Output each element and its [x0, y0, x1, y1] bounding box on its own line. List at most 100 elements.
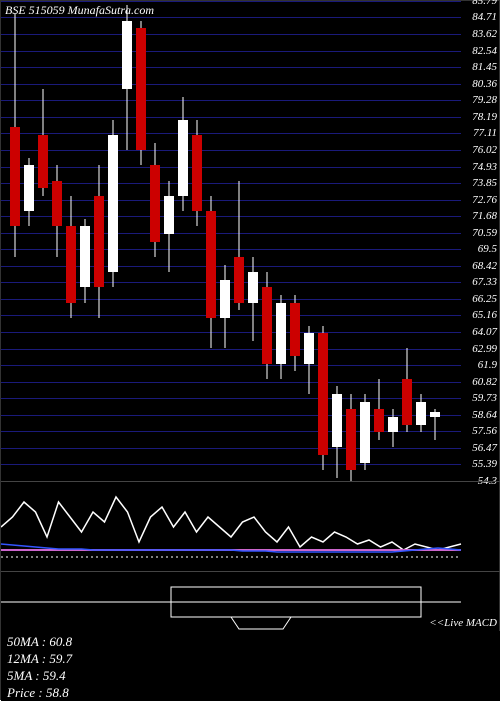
y-axis-label: 81.45 [472, 61, 497, 73]
y-axis-label: 66.25 [472, 293, 497, 305]
y-axis-label: 55.39 [472, 458, 497, 470]
y-axis-label: 61.9 [478, 359, 497, 371]
candle-body [290, 303, 300, 356]
candle-body [122, 21, 132, 90]
candle-body [304, 333, 314, 363]
candle-body [360, 402, 370, 463]
y-axis-label: 85.79 [472, 0, 497, 7]
price-panel [1, 1, 461, 481]
y-axis-label: 73.85 [472, 177, 497, 189]
y-axis-label: 65.16 [472, 309, 497, 321]
candle-body [164, 196, 174, 234]
macd-panel: <<Live MACD [1, 571, 500, 631]
y-axis-label: 79.28 [472, 94, 497, 106]
candle-body [234, 257, 244, 303]
candle [331, 1, 343, 481]
candle-body [66, 226, 76, 302]
candle-body [38, 135, 48, 188]
y-axis-label: 74.93 [472, 161, 497, 173]
candle-body [346, 409, 356, 470]
y-axis-label: 58.64 [472, 409, 497, 421]
candle [51, 1, 63, 481]
candle-body [52, 181, 62, 227]
candle-body [10, 127, 20, 226]
candle-body [206, 211, 216, 318]
candle [79, 1, 91, 481]
candle [205, 1, 217, 481]
candle [219, 1, 231, 481]
info-line: 50MA : 60.8 [7, 633, 495, 650]
candle [9, 1, 21, 481]
candle [345, 1, 357, 481]
y-axis-label: 77.11 [473, 127, 497, 139]
candle-body [150, 165, 160, 241]
candle [247, 1, 259, 481]
candle-body [402, 379, 412, 425]
y-axis-label: 59.73 [472, 392, 497, 404]
indicator-panel [1, 481, 500, 571]
macd-label: <<Live MACD [429, 617, 497, 629]
candle [121, 1, 133, 481]
candle [387, 1, 399, 481]
info-panel: 50MA : 60.812MA : 59.75MA : 59.4Price : … [1, 631, 500, 701]
candle-body [374, 409, 384, 432]
candle [93, 1, 105, 481]
candle-body [332, 394, 342, 447]
candle [191, 1, 203, 481]
y-axis-label: 83.62 [472, 28, 497, 40]
candle [23, 1, 35, 481]
y-axis-label: 67.33 [472, 276, 497, 288]
candle [275, 1, 287, 481]
y-axis-label: 68.42 [472, 260, 497, 272]
candle-body [80, 226, 90, 287]
y-axis-label: 71.68 [472, 210, 497, 222]
candle [303, 1, 315, 481]
y-axis-label: 84.71 [472, 11, 497, 23]
chart-header: BSE 515059 MunafaSutra.com [5, 3, 154, 18]
macd-dip [231, 617, 291, 629]
candle [289, 1, 301, 481]
candle-body [108, 135, 118, 272]
candle-body [248, 272, 258, 302]
candle-body [192, 135, 202, 211]
y-axis-label: 80.36 [472, 78, 497, 90]
info-line: 12MA : 59.7 [7, 650, 495, 667]
candle [359, 1, 371, 481]
candle-body [178, 120, 188, 196]
y-axis-label: 78.19 [472, 111, 497, 123]
candle-body [430, 412, 440, 417]
candle-body [220, 280, 230, 318]
y-axis-label: 57.56 [472, 425, 497, 437]
candle [37, 1, 49, 481]
candle [429, 1, 441, 481]
stock-chart: BSE 515059 MunafaSutra.com 85.79 84.71 83.… [0, 0, 500, 700]
candle [373, 1, 385, 481]
y-axis-label: 64.07 [472, 326, 497, 338]
candle-body [388, 417, 398, 432]
candle [107, 1, 119, 481]
indicator-line [1, 497, 461, 550]
candle [261, 1, 273, 481]
candle-body [416, 402, 426, 425]
candle [317, 1, 329, 481]
candle [401, 1, 413, 481]
info-line: 5MA : 59.4 [7, 667, 495, 684]
y-axis-label: 82.54 [472, 45, 497, 57]
y-axis-label: 56.47 [472, 442, 497, 454]
candle [415, 1, 427, 481]
candle-body [24, 165, 34, 211]
y-axis-label: 70.59 [472, 227, 497, 239]
candle-body [136, 28, 146, 150]
y-axis-label: 62.99 [472, 343, 497, 355]
candle-body [276, 303, 286, 364]
candle-body [318, 333, 328, 455]
y-axis-label: 72.76 [472, 194, 497, 206]
candle [163, 1, 175, 481]
candle [177, 1, 189, 481]
candle [65, 1, 77, 481]
y-axis-label: 76.02 [472, 144, 497, 156]
candle-body [262, 287, 272, 363]
y-axis-label: 60.82 [472, 376, 497, 388]
candle [233, 1, 245, 481]
y-axis-label: 69.5 [478, 243, 497, 255]
